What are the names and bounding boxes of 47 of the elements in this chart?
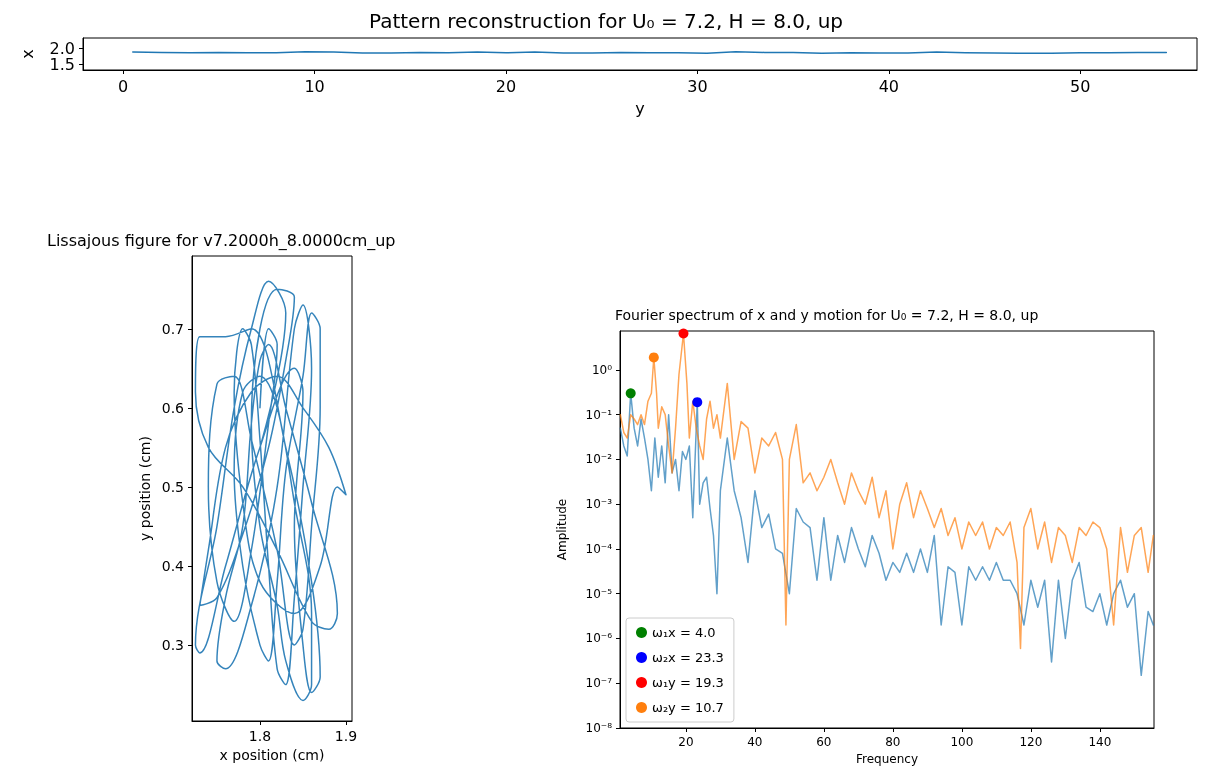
x-tick-label: 140 bbox=[1088, 735, 1112, 749]
y-tick-label: 10⁻⁷ bbox=[585, 676, 613, 691]
y-tick-label: 10⁻² bbox=[585, 452, 613, 467]
y-tick-label: 0.7 bbox=[161, 320, 184, 337]
x-tick-label: 50 bbox=[1070, 76, 1091, 96]
y-tick-label: 0.5 bbox=[161, 478, 184, 495]
point bbox=[692, 397, 703, 408]
point bbox=[648, 352, 659, 363]
x-tick-label: 20 bbox=[495, 76, 517, 96]
x-axis-title: x position (cm) bbox=[219, 746, 325, 763]
y-axis-title: y position (cm) bbox=[137, 436, 153, 541]
y-tick-label: 0.6 bbox=[161, 399, 185, 416]
line-series bbox=[194, 280, 347, 702]
x-tick-label: 20 bbox=[678, 735, 694, 749]
y-tick-label: 10⁰ bbox=[591, 362, 613, 377]
x-tick-label: 80 bbox=[885, 735, 901, 749]
x-tick-label: 30 bbox=[687, 76, 708, 96]
chart-title: Lissajous figure for v7.2000h_8.0000cm_up bbox=[47, 230, 396, 251]
y-tick-label: 0.4 bbox=[161, 558, 185, 574]
x-tick-label: 40 bbox=[747, 735, 763, 749]
x-tick-label: 100 bbox=[950, 735, 974, 749]
y-tick-label: 10⁻³ bbox=[585, 497, 613, 512]
x-tick-label: 40 bbox=[878, 76, 900, 96]
y-axis-title: x bbox=[17, 49, 37, 59]
x-axis-title: Frequency bbox=[856, 751, 918, 766]
legend-label: ω₁x = 4.0 bbox=[652, 625, 716, 640]
x-tick-label: 1.9 bbox=[334, 728, 358, 744]
x-axis-title: y bbox=[635, 98, 645, 118]
legend-label: ω₂x = 23.3 bbox=[652, 650, 724, 665]
x-tick-label: 120 bbox=[1019, 735, 1043, 749]
y-tick-label: 10⁻⁴ bbox=[585, 541, 613, 556]
y-tick-label: 10⁻⁸ bbox=[585, 721, 613, 735]
x-tick-label: 1.8 bbox=[248, 728, 272, 744]
chart-title: Pattern reconstruction for U₀ = 7.2, H = 8.0, up bbox=[368, 9, 844, 33]
point bbox=[625, 388, 636, 399]
x-tick-label: 60 bbox=[816, 735, 832, 749]
y-axis-title: Amplitude bbox=[555, 498, 569, 561]
legend-label: ω₂y = 10.7 bbox=[652, 700, 724, 715]
x-tick-label: 0 bbox=[118, 76, 129, 96]
y-tick-label: 10⁻⁶ bbox=[585, 631, 613, 646]
x-tick-label: 10 bbox=[304, 76, 325, 96]
y-tick-label: 10⁻⁵ bbox=[585, 586, 613, 601]
point bbox=[678, 328, 689, 339]
legend-label: ω₁y = 19.3 bbox=[652, 675, 724, 690]
y-tick-label: 0.3 bbox=[161, 637, 184, 654]
chart-title: Fourier spectrum of x and y motion for U₀ = 7.2, H = 8.0, up bbox=[615, 307, 1039, 323]
y-tick-label: 10⁻¹ bbox=[585, 407, 613, 422]
